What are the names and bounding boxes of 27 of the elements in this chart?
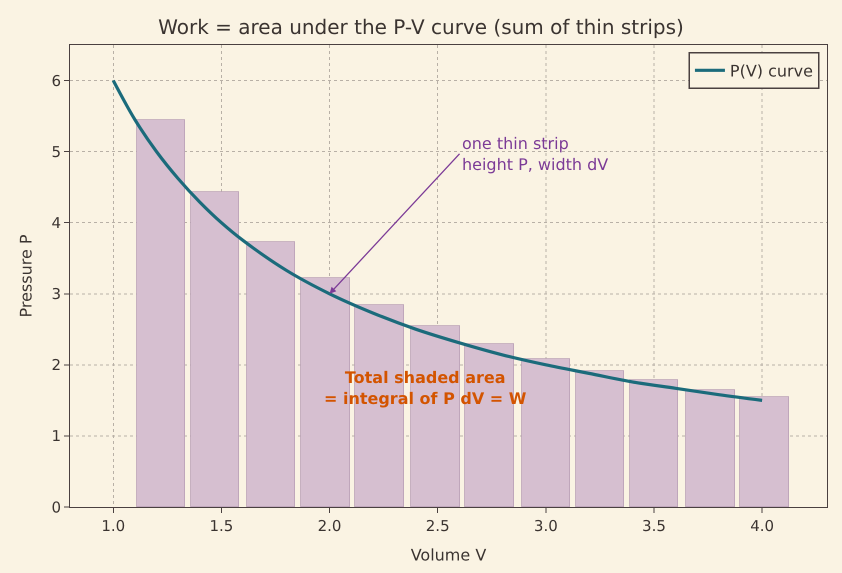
bar bbox=[136, 119, 185, 507]
bar bbox=[575, 370, 624, 507]
x-tick-label: 2.0 bbox=[318, 517, 342, 535]
y-tick-label: 1 bbox=[51, 427, 61, 446]
x-axis-title: Volume V bbox=[410, 546, 486, 565]
annotation: Total shaded area = integral of P dV = W bbox=[324, 368, 527, 408]
bar bbox=[685, 389, 735, 507]
y-tick-label: 3 bbox=[51, 285, 61, 304]
x-tick-label: 3.0 bbox=[534, 517, 558, 535]
bar bbox=[190, 191, 239, 507]
x-tick-label: 1.0 bbox=[101, 517, 126, 535]
y-tick-label: 2 bbox=[51, 356, 61, 374]
x-tick-label: 3.5 bbox=[642, 517, 666, 535]
y-tick-label: 5 bbox=[51, 142, 61, 161]
x-tick-label: 2.5 bbox=[426, 517, 450, 535]
x-tick-label: 1.5 bbox=[209, 517, 234, 535]
bar bbox=[629, 379, 678, 507]
x-tick-label: 4.0 bbox=[750, 517, 774, 535]
legend-label: P(V) curve bbox=[730, 62, 813, 81]
y-axis-title: Pressure P bbox=[16, 234, 36, 318]
chart-title: Work = area under the P-V curve (sum of thin strips) bbox=[158, 15, 684, 40]
bar bbox=[246, 241, 295, 507]
bar bbox=[739, 396, 789, 507]
annotation: one thin strip height P, width dV bbox=[462, 134, 608, 174]
y-tick-label: 6 bbox=[51, 72, 61, 90]
y-tick-label: 0 bbox=[51, 498, 61, 516]
y-tick-label: 4 bbox=[51, 214, 61, 232]
